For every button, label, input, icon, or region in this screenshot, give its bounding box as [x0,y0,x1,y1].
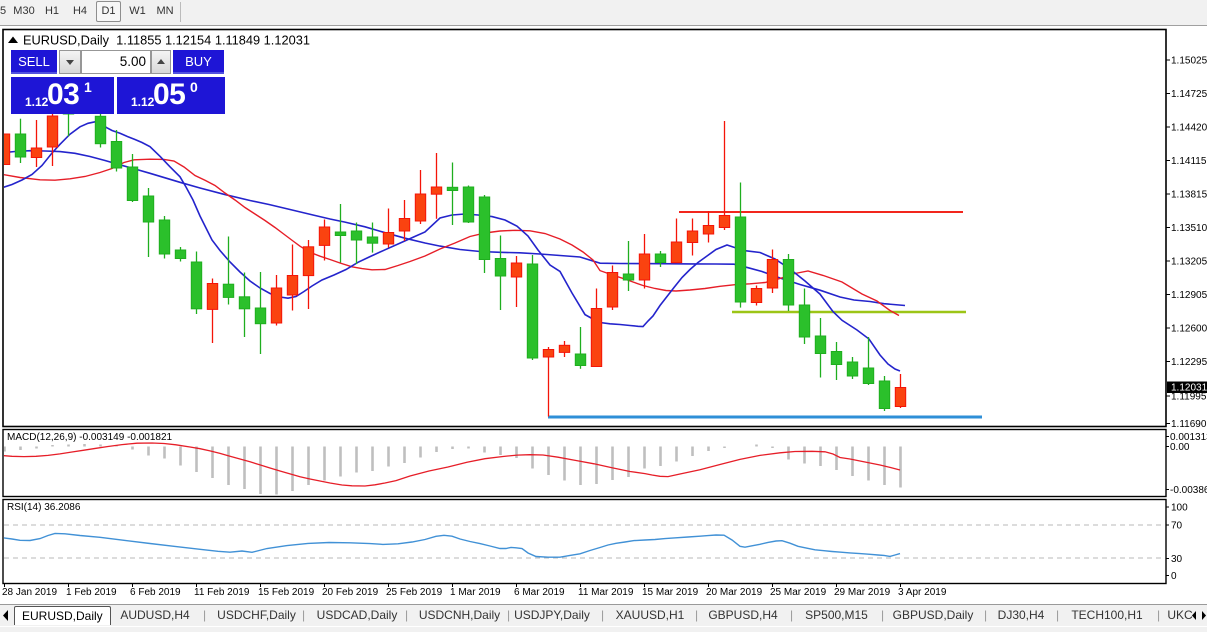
svg-text:0.00: 0.00 [1170,442,1190,453]
svg-text:3 Apr 2019: 3 Apr 2019 [898,587,947,598]
svg-text:15 Mar 2019: 15 Mar 2019 [642,587,699,598]
svg-text:20 Feb 2019: 20 Feb 2019 [322,587,379,598]
svg-text:1.13510: 1.13510 [1171,223,1207,234]
svg-text:-0.0038634: -0.0038634 [1170,485,1207,496]
svg-text:1.13815: 1.13815 [1171,190,1207,201]
svg-text:30: 30 [1171,554,1183,565]
svg-text:70: 70 [1171,521,1183,532]
svg-text:1 Feb 2019: 1 Feb 2019 [66,587,117,598]
svg-text:EURUSD,Daily 1.11855 1.12154: EURUSD,Daily 1.11855 1.12154 1.11849 1.1… [23,33,310,48]
svg-text:11 Mar 2019: 11 Mar 2019 [578,587,634,598]
svg-text:1.14725: 1.14725 [1171,89,1207,100]
svg-text:1.14115: 1.14115 [1171,156,1207,167]
svg-text:MACD(12,26,9) -0.003149 -0.001: MACD(12,26,9) -0.003149 -0.001821 [7,432,173,443]
svg-text:1 Mar 2019: 1 Mar 2019 [450,587,501,598]
svg-text:6 Mar 2019: 6 Mar 2019 [514,587,565,598]
svg-text:1.11995: 1.11995 [1171,392,1207,403]
svg-text:15 Feb 2019: 15 Feb 2019 [258,587,315,598]
svg-text:29 Mar 2019: 29 Mar 2019 [834,587,891,598]
svg-text:0.0013134: 0.0013134 [1170,432,1207,443]
svg-text:1.14420: 1.14420 [1171,123,1207,134]
svg-text:20 Mar 2019: 20 Mar 2019 [706,587,763,598]
svg-text:RSI(14) 36.2086: RSI(14) 36.2086 [7,502,81,513]
svg-text:1.12905: 1.12905 [1171,290,1207,301]
svg-text:25 Feb 2019: 25 Feb 2019 [386,587,443,598]
svg-text:1.12031: 1.12031 [1171,383,1207,394]
svg-text:1.12600: 1.12600 [1171,324,1207,335]
svg-text:1.11690: 1.11690 [1171,419,1207,430]
svg-text:1.12295: 1.12295 [1171,357,1207,368]
svg-text:1.13205: 1.13205 [1171,257,1207,268]
svg-text:1.15025: 1.15025 [1171,56,1207,67]
svg-text:0: 0 [1171,571,1177,582]
svg-text:11 Feb 2019: 11 Feb 2019 [194,587,250,598]
svg-text:6 Feb 2019: 6 Feb 2019 [130,587,181,598]
svg-text:28 Jan 2019: 28 Jan 2019 [2,587,57,598]
svg-text:25 Mar 2019: 25 Mar 2019 [770,587,827,598]
svg-text:100: 100 [1171,503,1188,514]
